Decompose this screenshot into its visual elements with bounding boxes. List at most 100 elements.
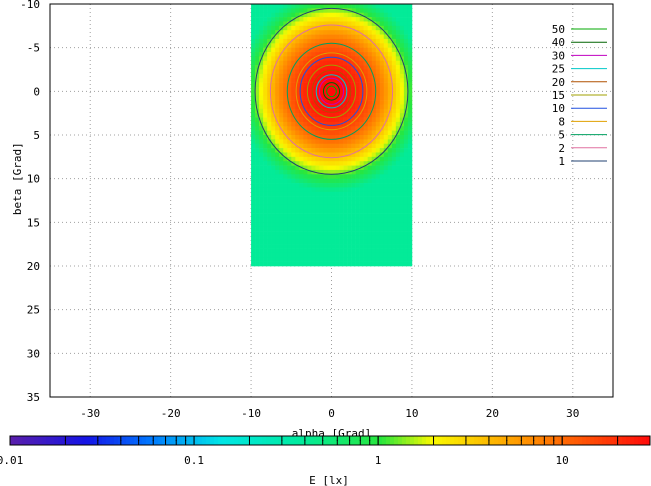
heatmap-cell (407, 47, 413, 53)
heatmap-cell (383, 60, 389, 66)
heatmap-cell (375, 148, 381, 153)
heatmap-cell (359, 209, 364, 214)
colorbar-segment (90, 436, 95, 445)
heatmap-cell (319, 165, 324, 171)
heatmap-cell (359, 204, 364, 210)
heatmap-cell (391, 78, 397, 83)
heatmap-cell (263, 239, 268, 245)
heatmap-cell (339, 34, 344, 40)
heatmap-cell (267, 148, 272, 153)
heatmap-cell (275, 191, 280, 197)
heatmap-cell (271, 43, 276, 48)
colorbar-segment (182, 436, 187, 445)
colorbar-segment (22, 436, 27, 445)
heatmap-cell (355, 30, 360, 35)
heatmap-cell (295, 130, 300, 136)
heatmap-cell (271, 252, 276, 258)
heatmap-cell (259, 244, 264, 249)
heatmap-cell (319, 161, 324, 166)
heatmap-cell (375, 8, 381, 14)
heatmap-cell (387, 121, 393, 127)
heatmap-cell (259, 231, 264, 236)
heatmap-cell (379, 135, 385, 140)
heatmap-cell (315, 169, 320, 175)
heatmap-cell (371, 43, 377, 48)
heatmap-cell (307, 38, 312, 44)
heatmap-cell (271, 156, 276, 162)
heatmap-cell (263, 4, 268, 9)
heatmap-cell (403, 252, 409, 258)
heatmap-cell (367, 82, 373, 88)
heatmap-cell (303, 178, 308, 184)
heatmap-cell (347, 38, 352, 44)
heatmap-cell (291, 178, 296, 184)
heatmap-cell (283, 152, 288, 158)
heatmap-cell (251, 104, 256, 110)
heatmap-cell (259, 222, 264, 228)
heatmap-cell (291, 12, 296, 18)
heatmap-cell (299, 222, 304, 228)
heatmap-cell (263, 139, 268, 145)
heatmap-cell (331, 34, 336, 40)
heatmap-cell (307, 196, 312, 201)
heatmap-cell (375, 196, 381, 201)
heatmap-cell (299, 178, 304, 184)
heatmap-cell (399, 52, 405, 57)
heatmap-cell (279, 139, 284, 145)
heatmap-cell (355, 60, 360, 66)
heatmap-cell (403, 38, 409, 44)
heatmap-cell (303, 4, 308, 9)
heatmap-cell (319, 156, 324, 162)
heatmap-cell (251, 100, 256, 105)
heatmap-cell (263, 8, 268, 14)
colorbar-segment (634, 436, 639, 445)
heatmap-cell (327, 82, 332, 88)
heatmap-cell (363, 244, 368, 249)
heatmap-cell (355, 56, 360, 62)
heatmap-cell (263, 169, 268, 175)
heatmap-cell (263, 213, 268, 219)
heatmap-cell (331, 152, 336, 158)
heatmap-cell (251, 17, 256, 22)
heatmap-cell (355, 86, 360, 92)
heatmap-cell (299, 187, 304, 193)
heatmap-cell (283, 126, 288, 131)
heatmap-cell (279, 60, 284, 66)
heatmap-cell (327, 226, 332, 232)
heatmap-cell (307, 165, 312, 171)
colorbar-segment (14, 436, 19, 445)
heatmap-cell (375, 17, 381, 22)
heatmap-cell (391, 200, 397, 206)
heatmap-cell (391, 161, 397, 166)
heatmap-cell (287, 60, 292, 66)
heatmap-cell (299, 47, 304, 53)
heatmap-cell (363, 17, 368, 22)
heatmap-cell (259, 178, 264, 184)
colorbar-segment (498, 436, 503, 445)
heatmap-cell (335, 130, 340, 136)
heatmap-cell (291, 30, 296, 35)
heatmap-cell (267, 56, 272, 62)
heatmap-cell (375, 143, 381, 149)
heatmap-cell (323, 113, 328, 118)
heatmap-cell (323, 43, 328, 48)
heatmap-cell (295, 204, 300, 210)
heatmap-cell (367, 165, 373, 171)
heatmap-cell (327, 130, 332, 136)
heatmap-cell (267, 47, 272, 53)
heatmap-cell (343, 12, 348, 18)
heatmap-cell (311, 222, 316, 228)
heatmap-cell (287, 126, 292, 131)
colorbar-segment (322, 436, 327, 445)
colorbar-segment (246, 436, 251, 445)
heatmap-cell (283, 244, 288, 249)
heatmap-cell (335, 52, 340, 57)
colorbar-segment (150, 436, 155, 445)
heatmap-cell (407, 217, 413, 223)
heatmap-cell (279, 213, 284, 219)
heatmap-cell (335, 213, 340, 219)
heatmap-cell (335, 222, 340, 228)
heatmap-cell (335, 17, 340, 22)
heatmap-cell (327, 261, 332, 267)
